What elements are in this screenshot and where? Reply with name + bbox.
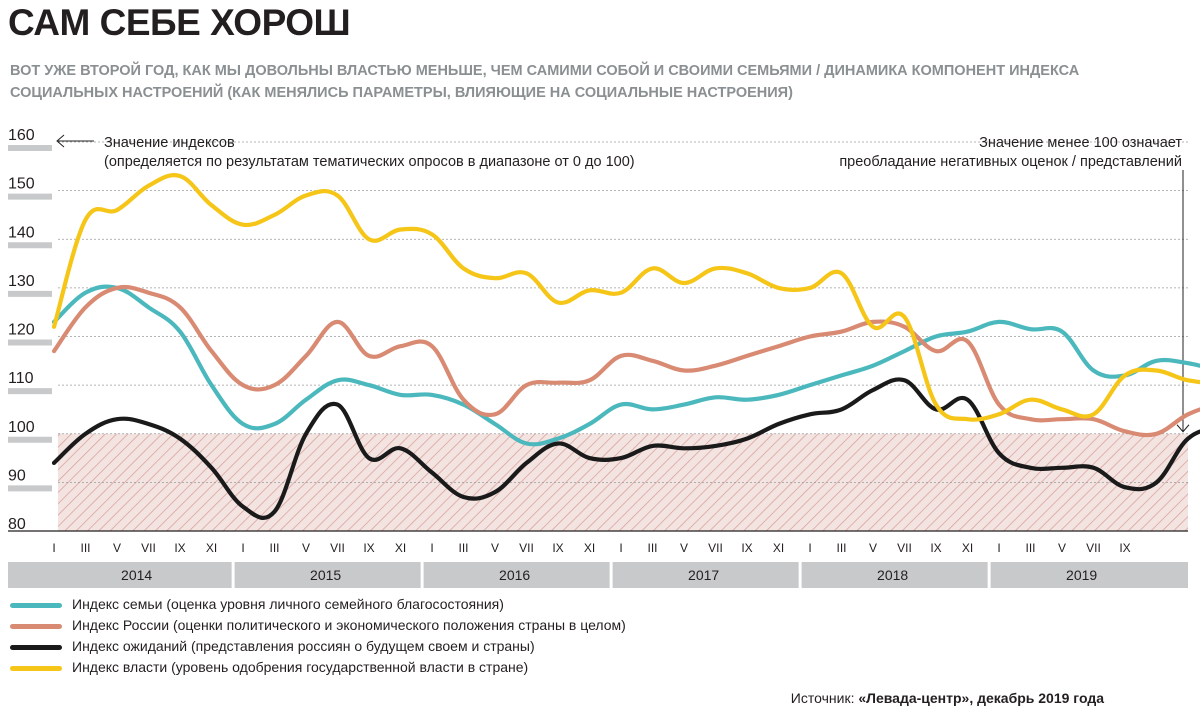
x-tick-label: VII — [330, 541, 345, 555]
annotation-left-line1: Значение индексов — [104, 135, 235, 151]
x-tick-label: IX — [174, 541, 185, 555]
left-arrow-head — [56, 134, 65, 148]
annotation-right-line2: преобладание негативных оценок / предста… — [839, 154, 1182, 170]
legend-label-expectations: Индекс ожиданий (представления россиян о… — [72, 638, 535, 654]
x-tick-label: III — [80, 541, 90, 555]
line-chart: 80 90 100 110 120 130 140 150 160 Значение индек… — [8, 127, 1200, 588]
month-band — [8, 533, 1188, 561]
series-line-power — [51, 173, 1200, 422]
y-tick-label: 110 — [8, 370, 34, 387]
x-tick-label: XI — [206, 541, 217, 555]
x-tick-label: IX — [741, 541, 752, 555]
year-label: 2014 — [121, 567, 152, 583]
source-prefix: Источник: — [790, 690, 859, 706]
legend-label-russia: Индекс России (оценки политического и эк… — [72, 617, 626, 633]
x-tick-label: V — [113, 541, 121, 555]
year-label: 2019 — [1066, 567, 1097, 583]
legend-swatch-family — [10, 603, 62, 608]
x-tick-label: IX — [930, 541, 941, 555]
y-tick-band — [8, 485, 52, 492]
x-tick-label: VII — [708, 541, 723, 555]
y-tick-label: 140 — [8, 224, 35, 241]
right-arrow-head — [1176, 424, 1190, 433]
x-tick-label: VII — [519, 541, 534, 555]
y-tick-label: 130 — [8, 273, 35, 290]
x-tick-label: V — [680, 541, 688, 555]
legend-label-family: Индекс семьи (оценка уровня личного семе… — [72, 596, 504, 612]
series-line-family — [51, 284, 1200, 447]
y-tick-band — [8, 436, 52, 443]
year-label: 2015 — [310, 567, 341, 583]
legend-label-power: Индекс власти (уровень одобрения государ… — [72, 659, 529, 675]
y-tick-label: 160 — [8, 127, 35, 144]
x-tick-label: VII — [141, 541, 156, 555]
year-label: 2018 — [877, 567, 908, 583]
x-tick-label: III — [647, 541, 657, 555]
y-tick-label: 100 — [8, 419, 35, 436]
y-tick-band — [8, 388, 52, 395]
annotation-left-line2: (определяется по результатам тематически… — [104, 154, 635, 170]
y-tick-band — [8, 145, 52, 151]
legend-swatch-expectations — [10, 645, 62, 650]
series-line-expectations — [51, 377, 1200, 520]
x-tick-label: XI — [773, 541, 784, 555]
source-name: «Левада-центр», декабрь 2019 года — [858, 690, 1104, 706]
chart-subtitle: ВОТ УЖЕ ВТОРОЙ ГОД, КАК МЫ ДОВОЛЬНЫ ВЛАС… — [10, 63, 1080, 101]
year-band — [8, 562, 1188, 588]
x-tick-label: I — [808, 541, 811, 555]
x-tick-label: IX — [1119, 541, 1130, 555]
y-tick-label: 120 — [8, 322, 35, 339]
x-tick-label: III — [836, 541, 846, 555]
x-tick-label: VII — [1086, 541, 1101, 555]
x-tick-label: III — [458, 541, 468, 555]
source-note: Источник: «Левада-центр», декабрь 2019 г… — [791, 690, 1104, 706]
year-label: 2017 — [688, 567, 719, 583]
x-tick-label: III — [1025, 541, 1035, 555]
y-tick-band — [8, 193, 52, 200]
chart-title: САМ СЕБЕ ХОРОШ — [8, 2, 351, 43]
x-tick-label: I — [241, 541, 244, 555]
legend-swatch-russia — [10, 624, 62, 629]
x-tick-label: IX — [552, 541, 563, 555]
annotation-right-line1: Значение менее 100 означает — [979, 135, 1182, 151]
x-tick-label: I — [430, 541, 433, 555]
y-tick-band — [8, 290, 52, 297]
series-line-russia — [51, 284, 1200, 438]
x-tick-label: IX — [363, 541, 374, 555]
x-tick-label: XI — [962, 541, 973, 555]
year-label: 2016 — [499, 567, 530, 583]
x-tick-label: III — [269, 541, 279, 555]
legend-swatch-power — [10, 666, 62, 671]
y-tick-label: 80 — [8, 516, 26, 533]
x-tick-label: V — [302, 541, 310, 555]
x-tick-label: V — [1058, 541, 1066, 555]
x-tick-label: XI — [395, 541, 406, 555]
x-tick-label: VII — [897, 541, 912, 555]
y-tick-band — [8, 242, 52, 249]
x-tick-label: V — [491, 541, 499, 555]
x-tick-label: XI — [584, 541, 595, 555]
x-tick-label: I — [52, 541, 55, 555]
x-tick-label: V — [869, 541, 877, 555]
x-tick-label: I — [997, 541, 1000, 555]
y-tick-band — [8, 339, 52, 346]
y-tick-label: 150 — [8, 176, 35, 193]
y-tick-label: 90 — [8, 467, 26, 484]
x-tick-label: I — [619, 541, 622, 555]
